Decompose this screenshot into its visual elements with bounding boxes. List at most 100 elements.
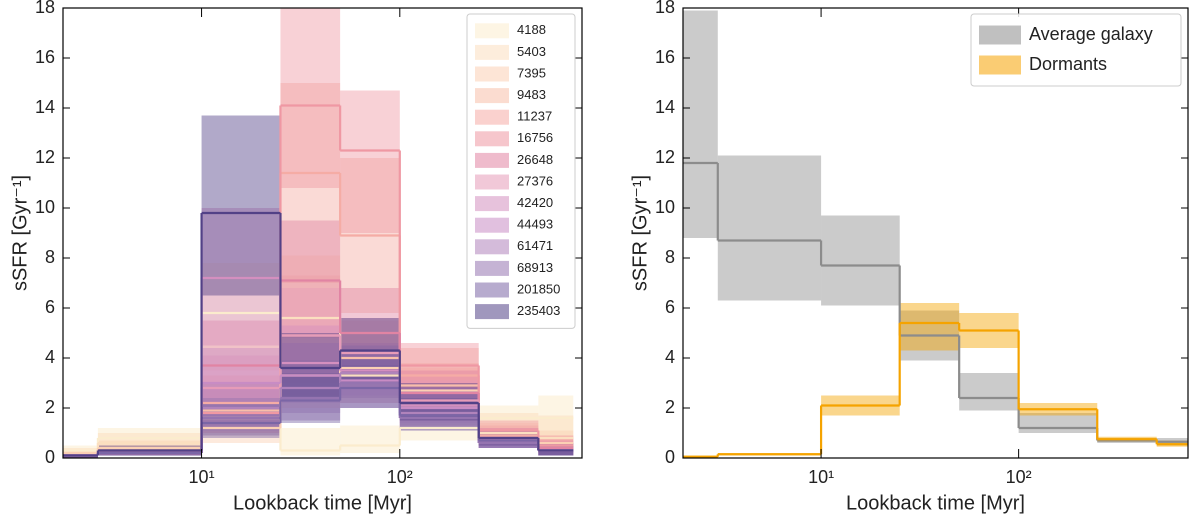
legend-swatch xyxy=(475,66,509,82)
legend-label: Dormants xyxy=(1029,54,1107,74)
uncertainty-band xyxy=(280,275,341,383)
legend-label: 61471 xyxy=(517,238,553,253)
legend-swatch xyxy=(475,196,509,212)
x-tick-label: 10² xyxy=(1006,467,1032,487)
legend-swatch xyxy=(475,174,509,190)
uncertainty-band xyxy=(340,90,400,233)
uncertainty-band xyxy=(201,208,281,346)
x-tick-label: 10¹ xyxy=(189,467,215,487)
legend-swatch xyxy=(475,260,509,276)
uncertainty-band xyxy=(340,425,400,453)
y-axis-label: sSFR [Gyr⁻¹] xyxy=(629,175,651,291)
y-tick-label: 16 xyxy=(35,47,55,67)
legend-label: 42420 xyxy=(517,195,553,210)
uncertainty-band xyxy=(97,448,202,456)
x-axis-label: Lookback time [Myr] xyxy=(233,492,412,514)
uncertainty-band xyxy=(280,373,341,421)
legend-label: 27376 xyxy=(517,173,553,188)
uncertainty-band xyxy=(280,333,341,408)
uncertainty-band xyxy=(399,380,479,428)
legend-label: 9483 xyxy=(517,87,546,102)
uncertainty-band xyxy=(280,375,341,423)
uncertainty-band xyxy=(899,303,960,351)
x-tick-label: 10² xyxy=(387,467,413,487)
legend-label: 4188 xyxy=(517,22,546,37)
y-tick-label: 2 xyxy=(45,397,55,417)
uncertainty-band xyxy=(201,320,281,408)
legend-label: 7395 xyxy=(517,65,546,80)
uncertainty-band xyxy=(280,255,341,378)
y-tick-label: 12 xyxy=(655,147,675,167)
plot-area xyxy=(683,10,1188,458)
uncertainty-band xyxy=(399,385,479,423)
y-tick-label: 8 xyxy=(665,247,675,267)
uncertainty-band xyxy=(340,320,400,388)
y-tick-label: 0 xyxy=(45,447,55,467)
y-tick-label: 10 xyxy=(35,197,55,217)
uncertainty-band xyxy=(280,288,341,376)
uncertainty-band xyxy=(280,83,341,283)
uncertainty-band xyxy=(821,215,900,306)
y-axis-label: sSFR [Gyr⁻¹] xyxy=(9,175,31,291)
uncertainty-band xyxy=(340,345,400,398)
uncertainty-band xyxy=(1018,413,1098,433)
legend-swatch xyxy=(475,23,509,39)
legend-swatch xyxy=(475,109,509,125)
uncertainty-band xyxy=(280,325,341,396)
uncertainty-band xyxy=(399,388,479,426)
y-tick-label: 18 xyxy=(35,0,55,17)
uncertainty-band xyxy=(201,115,281,296)
uncertainty-band xyxy=(683,10,718,238)
y-tick-label: 14 xyxy=(35,97,55,117)
uncertainty-band xyxy=(340,343,400,396)
legend-label: 11237 xyxy=(517,109,552,124)
uncertainty-band xyxy=(201,375,281,428)
legend-swatch xyxy=(475,152,509,168)
uncertainty-band xyxy=(201,263,281,371)
plot-area xyxy=(63,8,574,458)
y-tick-label: 6 xyxy=(45,297,55,317)
uncertainty-band xyxy=(340,288,400,371)
y-tick-label: 0 xyxy=(665,447,675,467)
legend-swatch xyxy=(475,304,509,320)
legend-label: 26648 xyxy=(517,152,553,167)
y-tick-label: 4 xyxy=(45,347,55,367)
legend-swatch xyxy=(979,25,1021,45)
y-tick-label: 4 xyxy=(665,347,675,367)
axes-frame xyxy=(62,7,583,459)
uncertainty-band xyxy=(63,448,98,456)
legend-swatch xyxy=(475,131,509,147)
x-axis-label: Lookback time [Myr] xyxy=(846,492,1025,514)
uncertainty-band xyxy=(399,393,479,428)
y-tick-label: 14 xyxy=(655,97,675,117)
y-tick-label: 12 xyxy=(35,147,55,167)
y-tick-label: 10 xyxy=(655,197,675,217)
y-tick-label: 8 xyxy=(45,247,55,267)
y-tick-label: 18 xyxy=(655,0,675,17)
uncertainty-band xyxy=(280,360,341,413)
legend-label: 201850 xyxy=(517,281,560,296)
uncertainty-band xyxy=(717,155,822,301)
axes-frame xyxy=(682,7,1189,459)
legend-swatch xyxy=(475,282,509,298)
legend-label: 5403 xyxy=(517,44,546,59)
uncertainty-band xyxy=(201,348,281,416)
uncertainty-band xyxy=(959,373,1019,411)
uncertainty-band xyxy=(280,343,341,403)
legend-swatch xyxy=(475,88,509,104)
legend-swatch xyxy=(979,55,1021,75)
uncertainty-band xyxy=(201,398,281,436)
uncertainty-band xyxy=(399,383,479,421)
x-tick-label: 10¹ xyxy=(808,467,834,487)
legend-label: 44493 xyxy=(517,217,553,232)
y-tick-label: 2 xyxy=(665,397,675,417)
legend-label: Average galaxy xyxy=(1029,24,1153,44)
legend-swatch xyxy=(475,239,509,255)
uncertainty-band xyxy=(280,8,341,188)
legend-swatch xyxy=(475,44,509,60)
uncertainty-band xyxy=(340,353,400,403)
legend-swatch xyxy=(475,217,509,233)
legend-label: 68913 xyxy=(517,260,553,275)
legend-label: 16756 xyxy=(517,130,553,145)
